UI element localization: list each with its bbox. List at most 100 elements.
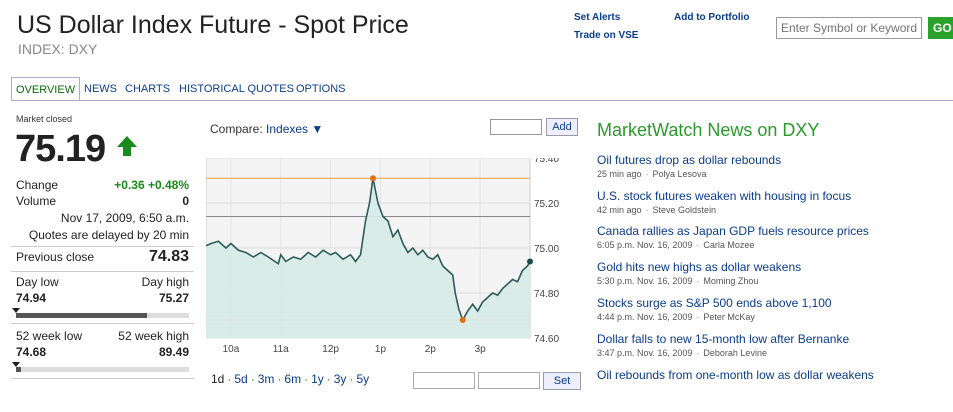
separator-dot: · — [696, 348, 700, 358]
end-date-input[interactable] — [478, 372, 540, 389]
price-chart[interactable]: 75.40 75.20 75.00 74.80 74.60 10a 11a 12p 1p 2p 3p — [206, 158, 580, 358]
news-meta: 6:05 p.m. Nov. 16, 2009 · Carla Mozee — [597, 240, 953, 250]
change-value: +0.36 +0.48% — [114, 178, 189, 192]
tab-divider — [11, 100, 953, 101]
series-line — [206, 178, 531, 322]
search-input[interactable] — [776, 17, 922, 39]
week52-labels: 52 week low 52 week high — [16, 329, 189, 343]
news-item: Oil rebounds from one-month low as dolla… — [597, 368, 953, 382]
range-selector: 1d · 5d · 3m · 6m · 1y · 3y · 5y — [211, 372, 369, 386]
chevron-down-icon: ▼ — [311, 122, 324, 136]
last-price-marker — [527, 258, 533, 265]
volume-label: Volume — [16, 194, 57, 208]
tab-overview[interactable]: OVERVIEW — [11, 77, 81, 101]
previous-close-label: Previous close — [16, 250, 95, 264]
week52-range-fill — [16, 367, 22, 372]
news-time: 42 min ago — [597, 205, 642, 215]
separator-dot: · — [227, 372, 232, 386]
day-low-value: 74.94 — [16, 291, 47, 305]
change-label: Change — [16, 178, 59, 192]
separator-dot: · — [696, 276, 700, 286]
news-author[interactable]: Moming Zhou — [703, 276, 759, 286]
tab-options[interactable]: OPTIONS — [296, 83, 346, 95]
range-5d[interactable]: 5d — [234, 372, 248, 386]
news-headline-link[interactable]: Stocks surge as S&P 500 ends above 1,100 — [597, 296, 832, 310]
x-tick-label: 2p — [425, 344, 437, 355]
day-high-value: 75.27 — [158, 291, 189, 305]
page-subtitle: INDEX: DXY — [18, 41, 98, 57]
up-arrow-icon — [117, 136, 137, 156]
y-tick-label: 75.20 — [534, 199, 559, 210]
news-headline-link[interactable]: Canada rallies as Japan GDP fuels resour… — [597, 224, 869, 238]
range-5y[interactable]: 5y — [356, 372, 370, 386]
news-author[interactable]: Polya Lesova — [652, 169, 707, 179]
separator-dot: · — [696, 240, 700, 250]
day-range-labels: Day low Day high — [16, 275, 189, 289]
add-button[interactable]: Add — [546, 118, 578, 136]
week52-high-label: 52 week high — [118, 329, 189, 343]
divider — [11, 271, 194, 272]
divider — [11, 246, 194, 247]
set-button[interactable]: Set — [543, 372, 581, 390]
divider — [11, 378, 194, 379]
news-headline-link[interactable]: Oil rebounds from one-month low as dolla… — [597, 368, 874, 382]
chart-panel: Compare: Indexes ▼ Add 75.40 75.20 75.00 74… — [204, 110, 582, 410]
day-low-label: Day low — [16, 275, 59, 289]
separator-dot: · — [304, 372, 309, 386]
news-item: U.S. stock futures weaken with housing i… — [597, 189, 953, 215]
range-1d[interactable]: 1d — [211, 372, 225, 386]
news-headline-link[interactable]: U.S. stock futures weaken with housing i… — [597, 189, 852, 203]
week52-low-value: 74.68 — [16, 345, 47, 359]
week52-high-value: 89.49 — [158, 345, 189, 359]
news-author[interactable]: Deborah Levine — [703, 348, 767, 358]
news-headline-link[interactable]: Dollar falls to new 15-month low after B… — [597, 332, 850, 346]
x-tick-label: 1p — [375, 344, 387, 355]
compare-select[interactable]: Indexes ▼ — [266, 122, 324, 136]
week52-range-marker — [12, 362, 20, 367]
range-3y[interactable]: 3y — [333, 372, 347, 386]
news-meta: 3:47 p.m. Nov. 16, 2009 · Deborah Levine — [597, 348, 953, 358]
compare-control: Compare: Indexes ▼ — [210, 122, 323, 136]
separator-dot: · — [326, 372, 331, 386]
x-tick-label: 12p — [322, 344, 339, 355]
range-1y[interactable]: 1y — [311, 372, 324, 386]
news-header: MarketWatch News on DXY — [597, 120, 820, 140]
volume-value: 0 — [182, 194, 189, 208]
page-title: US Dollar Index Future - Spot Price — [17, 11, 409, 39]
range-6m[interactable]: 6m — [284, 372, 302, 386]
news-headline-link[interactable]: Gold hits new highs as dollar weakens — [597, 260, 802, 274]
compare-symbol-input[interactable] — [490, 119, 542, 135]
go-button[interactable]: GO — [928, 17, 953, 39]
range-3m[interactable]: 3m — [257, 372, 275, 386]
series-area — [206, 178, 530, 338]
set-alerts-link[interactable]: Set Alerts — [574, 12, 621, 23]
news-author[interactable]: Peter McKay — [703, 312, 755, 322]
news-time: 5:30 p.m. Nov. 16, 2009 — [597, 276, 693, 286]
start-date-input[interactable] — [413, 372, 475, 389]
news-author[interactable]: Steve Goldstein — [652, 205, 717, 215]
trade-on-vse-link[interactable]: Trade on VSE — [574, 30, 639, 41]
day-range-values: 74.94 75.27 — [16, 291, 189, 305]
separator-dot: · — [645, 169, 649, 179]
volume-row: Volume 0 — [16, 194, 189, 208]
delay-note: Quotes are delayed by 20 min — [28, 228, 189, 242]
news-meta: 25 min ago · Polya Lesova — [597, 169, 953, 179]
tab-historical-quotes[interactable]: HISTORICAL QUOTES — [179, 83, 294, 95]
news-time: 6:05 p.m. Nov. 16, 2009 — [597, 240, 693, 250]
tab-charts[interactable]: CHARTS — [125, 83, 171, 95]
low-marker — [459, 317, 466, 323]
separator-dot: · — [696, 312, 700, 322]
tab-news[interactable]: NEWS — [84, 83, 117, 95]
y-tick-label: 74.80 — [534, 289, 559, 300]
separator-dot: · — [250, 372, 255, 386]
x-tick-label: 11a — [273, 344, 289, 355]
news-headline-link[interactable]: Oil futures drop as dollar rebounds — [597, 153, 782, 167]
week52-low-label: 52 week low — [16, 329, 83, 343]
news-item: Canada rallies as Japan GDP fuels resour… — [597, 224, 953, 250]
separator-dot: · — [645, 205, 649, 215]
add-to-portfolio-link[interactable]: Add to Portfolio — [674, 12, 750, 23]
news-meta: 5:30 p.m. Nov. 16, 2009 · Moming Zhou — [597, 276, 953, 286]
day-range-marker — [12, 308, 20, 313]
day-range-fill — [16, 313, 148, 318]
news-author[interactable]: Carla Mozee — [703, 240, 755, 250]
